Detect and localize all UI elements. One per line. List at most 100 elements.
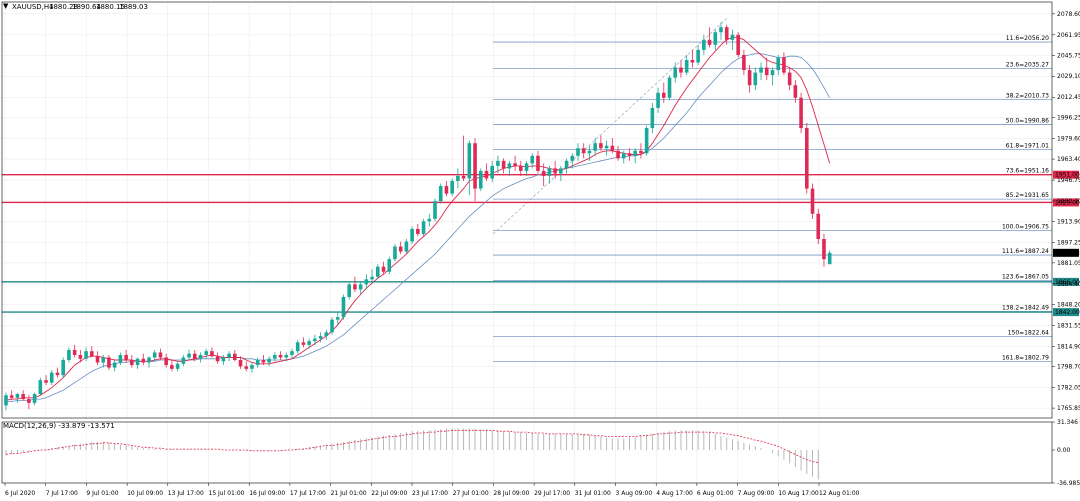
candle-body — [364, 279, 369, 285]
macd-title: MACD(12,26,9) -33.879 -13.571 — [3, 422, 115, 430]
y-tick-label: 1913.90 — [1057, 218, 1080, 225]
ohlc-open: 1880.28 — [49, 3, 78, 11]
candle-body — [753, 72, 758, 86]
candle-body — [547, 168, 552, 176]
candle-body — [713, 32, 718, 45]
candle-body — [198, 354, 203, 359]
candle-body — [398, 246, 403, 252]
fib-level-label: 161.8=1802.79 — [1002, 355, 1049, 362]
candle-body — [501, 160, 506, 169]
fib-level-label: 38.2=2010.73 — [1006, 92, 1049, 99]
candle-body — [559, 168, 563, 174]
y-tick-label: 1881.05 — [1057, 260, 1080, 267]
candle-body — [393, 246, 397, 260]
candle-body — [284, 354, 289, 358]
candle-body — [353, 284, 357, 290]
candle-body — [490, 165, 494, 179]
candle-body — [696, 49, 700, 63]
moving-averages — [5, 36, 831, 402]
fib-level-label: 23.6=2035.27 — [1006, 61, 1049, 68]
candle-body — [261, 360, 266, 363]
candle-body — [141, 358, 146, 363]
candle-body — [570, 155, 575, 161]
candle-body — [827, 252, 832, 265]
candle-body — [684, 59, 689, 73]
candle-body — [147, 357, 151, 363]
x-tick-label: 23 Jul 17:00 — [412, 490, 448, 497]
fib-trend-line — [492, 18, 728, 235]
y-tick-label: 1996.25 — [1057, 115, 1080, 122]
x-tick-label: 4 Aug 17:00 — [656, 490, 693, 497]
candle-body — [759, 67, 763, 73]
candle-body — [238, 360, 243, 367]
sma-fast-line — [5, 36, 831, 401]
candle-body — [4, 395, 8, 406]
candle-body — [810, 188, 815, 214]
price-level-label: 1842.00 — [1055, 309, 1080, 316]
candle-body — [524, 163, 529, 171]
candle-body — [164, 357, 168, 366]
x-tick-label: 6 Aug 01:00 — [697, 490, 734, 497]
candle-body — [215, 356, 220, 362]
x-tick-label: 13 Jul 17:00 — [168, 490, 204, 497]
y-tick-label: 1765.85 — [1057, 405, 1080, 412]
x-tick-label: 29 Jul 17:00 — [534, 490, 570, 497]
price-level-tag — [1053, 170, 1079, 179]
dropdown-triangle-icon[interactable]: ▼ — [3, 2, 9, 10]
candle-body — [662, 92, 666, 98]
fib-level-label: 123.6=1867.05 — [1002, 274, 1049, 281]
candle-body — [9, 395, 14, 398]
symbol-title: XAUUSD,H4 — [12, 3, 54, 11]
candle-body — [233, 353, 237, 361]
ohlc-high: 1890.64 — [72, 3, 101, 11]
candle-body — [787, 72, 792, 86]
price-level-tag — [1053, 308, 1079, 317]
candle-body — [530, 155, 535, 164]
candle-body — [633, 150, 637, 156]
candle-body — [158, 352, 163, 358]
current-price-tag — [1053, 248, 1079, 257]
candle-body — [244, 366, 249, 369]
candle-body — [438, 186, 443, 202]
fib-level-label: 11.6=2056.20 — [1006, 35, 1049, 42]
candle-body — [478, 170, 483, 189]
y-tick-label: 1963.40 — [1057, 156, 1080, 163]
candle-body — [227, 353, 231, 358]
candle-body — [181, 357, 186, 364]
candle-body — [484, 170, 489, 179]
y-tick-label: 1814.90 — [1057, 343, 1080, 350]
candle-body — [764, 67, 769, 76]
candle-body — [805, 128, 809, 189]
x-tick-label: 27 Jul 01:00 — [453, 490, 489, 497]
fib-level-label: 111.6=1887.24 — [1002, 248, 1049, 255]
candle-body — [21, 394, 25, 400]
candle-body — [496, 160, 500, 166]
support-resistance-lines: 1951.00 1929.00 1866.00 1842.00 — [2, 170, 1080, 317]
fib-level-label: 50.0=1990.86 — [1006, 117, 1049, 124]
candle-body — [667, 77, 672, 98]
candle-body — [278, 354, 283, 358]
price-level-tag — [1053, 198, 1079, 207]
candle-body — [724, 27, 729, 40]
grid — [2, 2, 1052, 483]
y-tick-label: 1979.60 — [1057, 136, 1080, 143]
candle-body — [135, 358, 140, 366]
candle-body — [335, 317, 340, 320]
candle-body — [44, 380, 48, 383]
candle-body — [101, 357, 106, 363]
candle-body — [742, 54, 746, 71]
candle-body — [49, 372, 54, 383]
candle-body — [15, 394, 20, 398]
candle-body — [541, 170, 546, 176]
candle-body — [90, 351, 94, 357]
y-tick-label: 2078.60 — [1057, 11, 1080, 18]
candle-body — [307, 341, 311, 345]
candle-body — [250, 365, 254, 369]
candle-body — [444, 186, 449, 194]
x-tick-label: 6 Jul 2020 — [5, 490, 35, 497]
candle-body — [118, 354, 123, 363]
candle-body — [267, 358, 271, 363]
macd-panel — [5, 428, 819, 480]
fib-level-label: 150=1822.64 — [1008, 330, 1049, 337]
